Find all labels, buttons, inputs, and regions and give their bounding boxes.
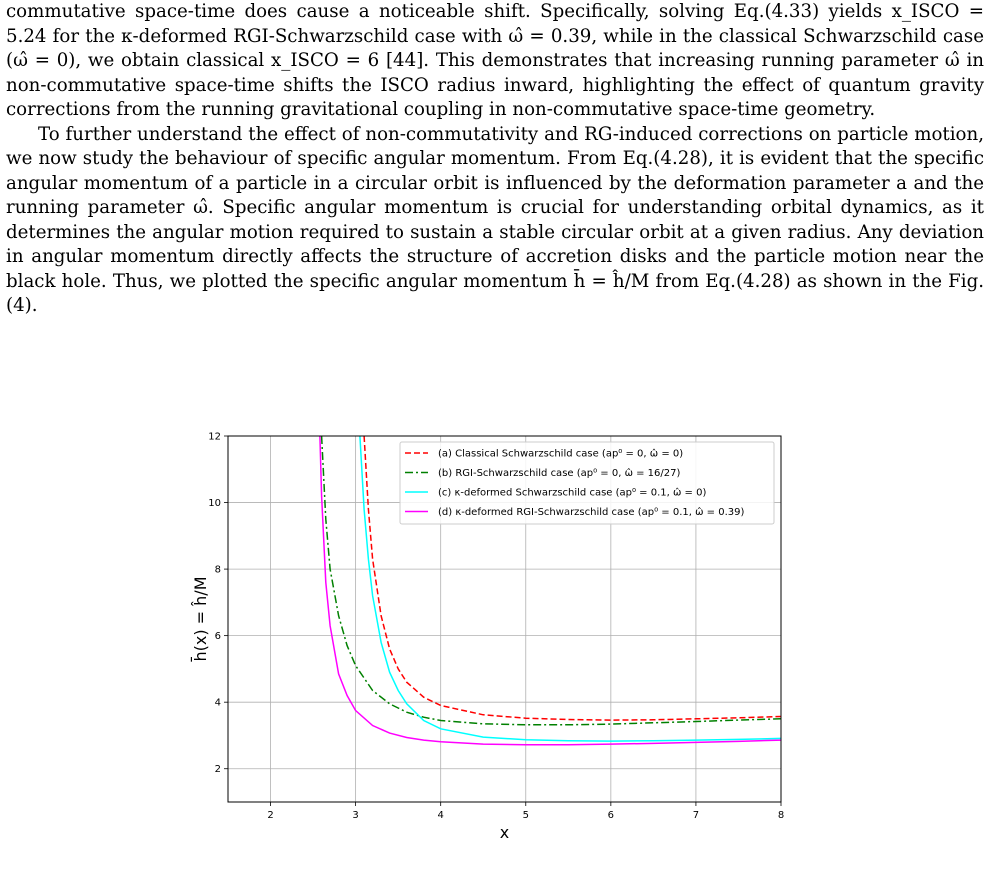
x-tick-label: 5: [523, 810, 529, 821]
plot-frame: [227, 435, 782, 803]
y-tick-label: 12: [208, 432, 221, 443]
x-tick-label: 4: [438, 810, 444, 821]
legend-label-d: (d) κ-deformed RGI-Schwarzschild case (a…: [438, 506, 744, 518]
y-axis-label: h̄(x) = ĥ/M: [191, 576, 210, 662]
x-axis-label: x: [500, 823, 509, 842]
y-tick-label: 8: [215, 565, 221, 576]
body-text: commutative space-time does cause a noti…: [6, 0, 984, 319]
x-tick-label: 8: [778, 810, 784, 821]
series-line-c: [359, 436, 781, 742]
x-tick-label: 3: [352, 810, 358, 821]
y-tick-label: 10: [208, 498, 221, 509]
x-tick-label: 2: [267, 810, 273, 821]
x-tick-label: 7: [693, 810, 699, 821]
series-line-d: [319, 436, 781, 746]
legend-label-c: (c) κ-deformed Schwarzschild case (ap⁰ =…: [438, 487, 706, 499]
legend-label-a: (a) Classical Schwarzschild case (ap⁰ = …: [438, 448, 683, 460]
series-line-b: [320, 436, 781, 726]
y-tick-label: 4: [215, 698, 221, 709]
y-tick-label: 6: [215, 631, 221, 642]
paragraph-2: To further understand the effect of non-…: [6, 123, 984, 317]
legend-label-b: (b) RGI-Schwarzschild case (ap⁰ = 0, ω̂ …: [438, 467, 681, 479]
legend-box: [399, 441, 775, 525]
x-tick-label: 6: [608, 810, 614, 821]
paragraph-1: commutative space-time does cause a noti…: [6, 1, 984, 120]
series-line-a: [363, 436, 781, 721]
y-tick-label: 2: [215, 764, 221, 775]
